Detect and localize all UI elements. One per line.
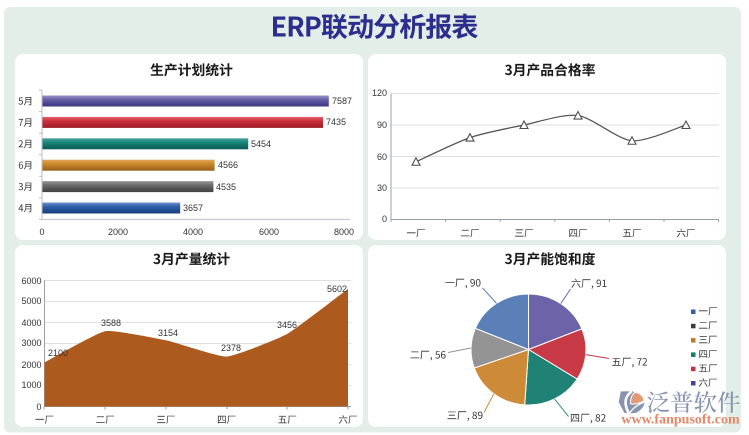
svg-text:2000: 2000 bbox=[108, 227, 128, 237]
svg-text:6000: 6000 bbox=[21, 276, 41, 286]
svg-text:3000: 3000 bbox=[21, 338, 41, 348]
svg-text:www.fanpusoft.com: www.fanpusoft.com bbox=[621, 413, 740, 428]
svg-text:2378: 2378 bbox=[221, 343, 241, 353]
svg-text:90: 90 bbox=[377, 120, 387, 130]
svg-text:7435: 7435 bbox=[326, 117, 346, 127]
svg-text:5602: 5602 bbox=[327, 284, 347, 294]
svg-text:60: 60 bbox=[377, 152, 387, 162]
svg-text:4566: 4566 bbox=[218, 160, 238, 170]
svg-text:3657: 3657 bbox=[183, 203, 203, 213]
svg-text:2000: 2000 bbox=[21, 360, 41, 370]
svg-text:0: 0 bbox=[39, 227, 44, 237]
svg-text:5454: 5454 bbox=[251, 139, 271, 149]
svg-text:2100: 2100 bbox=[48, 348, 68, 358]
svg-text:8000: 8000 bbox=[334, 227, 354, 237]
svg-text:6000: 6000 bbox=[259, 227, 279, 237]
svg-text:7587: 7587 bbox=[332, 96, 352, 106]
svg-text:3456: 3456 bbox=[277, 320, 297, 330]
svg-text:0: 0 bbox=[36, 402, 41, 412]
svg-text:5000: 5000 bbox=[21, 296, 41, 306]
svg-text:30: 30 bbox=[377, 183, 387, 193]
svg-text:1000: 1000 bbox=[21, 380, 41, 390]
svg-text:3588: 3588 bbox=[101, 318, 121, 328]
svg-text:120: 120 bbox=[372, 88, 387, 98]
svg-text:4000: 4000 bbox=[21, 318, 41, 328]
svg-text:4535: 4535 bbox=[216, 182, 236, 192]
svg-text:4000: 4000 bbox=[183, 227, 203, 237]
svg-text:3154: 3154 bbox=[158, 328, 178, 338]
svg-text:0: 0 bbox=[382, 214, 387, 224]
